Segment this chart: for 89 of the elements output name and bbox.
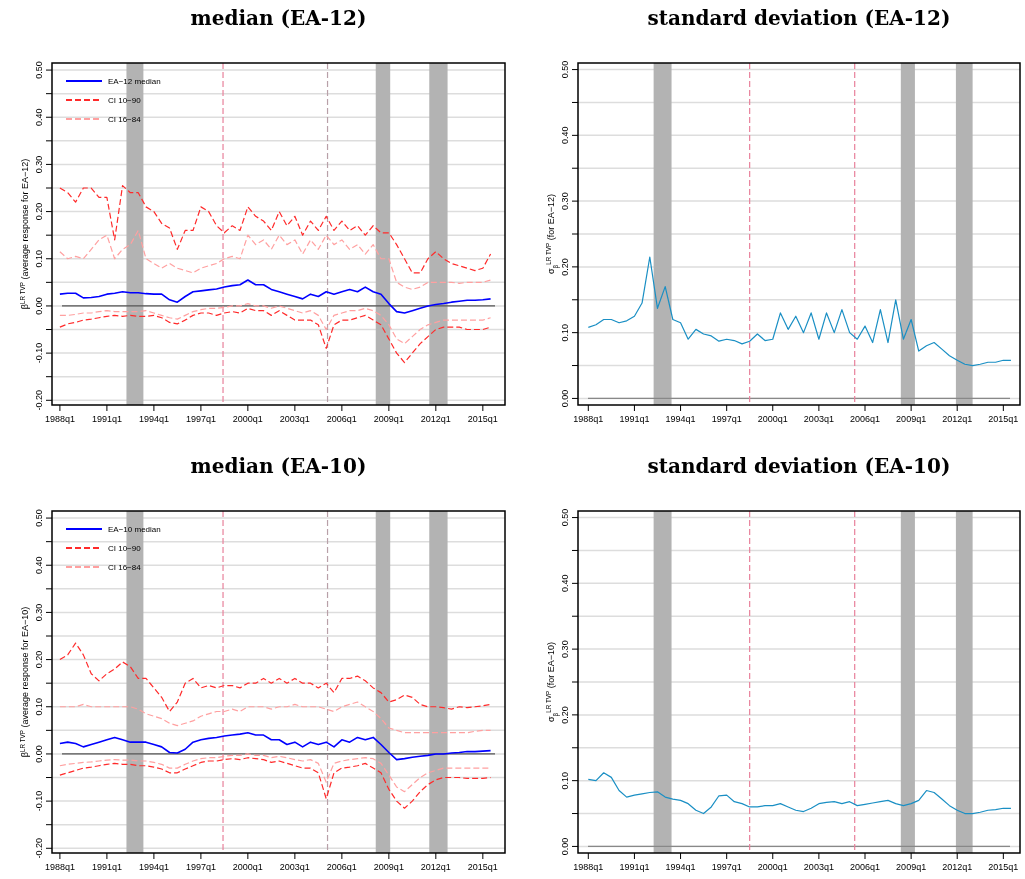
x-tick-label: 1994q1 [665,862,696,872]
x-tick-label: 1994q1 [665,414,696,424]
legend-label: EA−12 median [108,77,161,86]
x-tick-label: 2006q1 [849,862,881,872]
y-tick-label: 0.00 [560,389,570,408]
chart-title: median (EA-12) [190,6,367,30]
x-tick-label: 1997q1 [185,414,216,424]
x-tick-label: 1994q1 [138,862,169,872]
x-tick-label: 2015q1 [467,414,498,424]
x-tick-label: 1988q1 [573,414,604,424]
y-tick-label: 0.50 [34,509,44,527]
chart-title: standard deviation (EA-12) [647,6,951,30]
x-tick-label: 2012q1 [420,862,451,872]
line-series [587,772,1012,815]
x-tick-label: 2012q1 [942,862,973,872]
y-tick-label: 0.20 [560,258,570,276]
y-tick-label: 0.00 [34,297,44,315]
y-tick-label: 0.40 [560,574,570,593]
x-tick-label: 1988q1 [573,862,604,872]
x-tick-label: 2009q1 [896,414,927,424]
y-tick-label: 0.30 [560,192,570,210]
line-series [587,256,1012,367]
legend-label: CI 16−84 [108,115,142,124]
y-tick-label: 0.40 [34,556,44,575]
x-tick-label: 2003q1 [803,862,834,872]
y-tick-label: 0.20 [34,650,44,669]
y-tick-label: 0.30 [34,155,44,174]
x-tick-label: 1988q1 [44,862,75,872]
legend-label: EA−10 median [108,525,161,534]
y-tick-label: 0.10 [560,323,570,342]
legend-label: CI 16−84 [108,563,142,572]
x-tick-label: 2009q1 [373,862,404,872]
y-tick-label: -0.20 [34,838,44,859]
y-tick-label: -0.10 [34,342,44,364]
x-tick-label: 1997q1 [711,414,742,424]
x-tick-label: 1994q1 [138,414,169,424]
line-series [59,302,492,345]
y-tick-label: -0.20 [34,390,44,411]
y-tick-label: 0.30 [34,603,44,622]
y-tick-label: 0.00 [34,745,44,763]
x-tick-label: 1997q1 [185,862,216,872]
line-series [59,731,492,761]
x-tick-label: 1991q1 [619,862,650,872]
x-tick-label: 2000q1 [232,862,263,872]
legend-label: CI 10−90 [108,544,142,553]
x-tick-label: 2003q1 [279,862,310,872]
chart-title: median (EA-10) [190,454,367,478]
y-tick-label: 0.50 [560,508,570,527]
x-tick-label: 2015q1 [467,862,498,872]
x-tick-label: 1991q1 [91,862,122,872]
y-tick-label: 0.10 [34,250,44,268]
line-series [59,701,492,734]
x-tick-label: 1997q1 [711,862,742,872]
y-tick-label: 0.10 [560,771,570,790]
x-tick-label: 2006q1 [326,862,357,872]
legend-label: CI 10−90 [108,96,142,105]
y-tick-label: 0.00 [560,837,570,856]
x-tick-label: 2015q1 [988,862,1019,872]
line-series [59,185,492,274]
y-tick-label: 0.10 [34,698,44,716]
x-tick-label: 2006q1 [849,414,881,424]
x-tick-label: 2000q1 [232,414,263,424]
chart-title: standard deviation (EA-10) [647,454,951,478]
x-tick-label: 1991q1 [91,414,122,424]
x-tick-label: 2006q1 [326,414,357,424]
x-tick-label: 2009q1 [373,414,404,424]
y-tick-label: 0.50 [560,60,570,79]
x-tick-label: 2003q1 [803,414,834,424]
line-series [59,307,492,364]
y-tick-label: 0.20 [560,706,570,724]
y-tick-label: 0.40 [560,126,570,145]
line-series [59,757,492,809]
x-tick-label: 2009q1 [896,862,927,872]
y-tick-label: 0.30 [560,640,570,658]
x-tick-label: 1988q1 [44,414,75,424]
x-tick-label: 2012q1 [420,414,451,424]
x-tick-label: 2012q1 [942,414,973,424]
x-tick-label: 1991q1 [619,414,650,424]
y-tick-label: 0.40 [34,108,44,127]
line-series [59,279,492,314]
x-tick-label: 2015q1 [988,414,1019,424]
x-tick-label: 2003q1 [279,414,310,424]
line-series [59,642,492,713]
y-tick-label: -0.10 [34,790,44,812]
x-tick-label: 2000q1 [757,862,788,872]
y-tick-label: 0.20 [34,202,44,221]
line-series [59,229,492,291]
y-tick-label: 0.50 [34,61,44,79]
x-tick-label: 2000q1 [757,414,788,424]
